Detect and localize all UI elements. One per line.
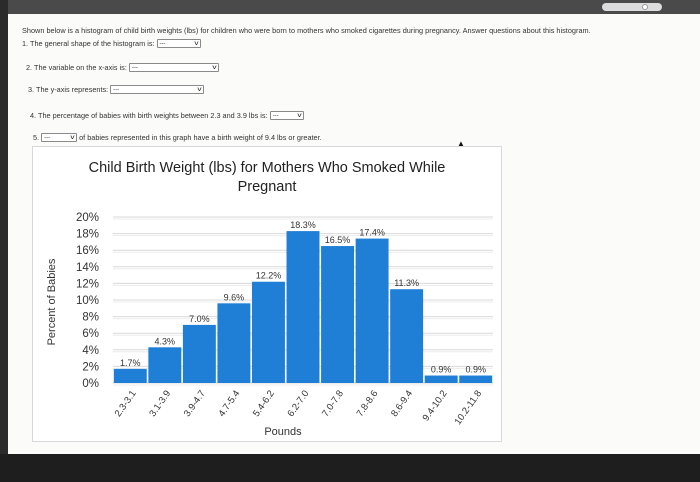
question-2-dropdown[interactable]: --- v: [128, 63, 219, 72]
bar-value-label: 7.0%: [189, 314, 210, 324]
y-tick-label: 16%: [76, 245, 99, 257]
bar-value-label: 9.6%: [224, 292, 245, 302]
chevron-down-icon: v: [197, 86, 202, 93]
bar-value-label: 16.5%: [325, 235, 351, 245]
y-tick-label: 2%: [82, 361, 99, 373]
histogram-bar: [355, 238, 389, 383]
chevron-down-icon: v: [70, 134, 75, 141]
toolbar-slider[interactable]: [602, 3, 662, 11]
bar-value-label: 11.3%: [394, 278, 419, 288]
bottom-bar: [0, 454, 700, 482]
x-tick-label: 8.6-9.4: [389, 388, 415, 419]
histogram-bar: [113, 368, 147, 383]
y-tick-label: 6%: [82, 328, 99, 340]
question-1-label: 1. The general shape of the histogram is…: [22, 39, 155, 48]
chart-plot: 0% 2% 4% 6% 8% 10% 12% 14% 16% 18% 20% Percent of B…: [46, 212, 493, 438]
x-tick-label: 6.2-7.0: [285, 388, 311, 419]
y-axis-label: Percent of Babies: [46, 258, 58, 345]
question-4-selected: ---: [272, 112, 279, 119]
question-1: 1. The general shape of the histogram is…: [22, 39, 201, 48]
question-2-label: 2. The variable on the x-axis is:: [26, 63, 127, 72]
mouse-pointer-icon: ▲: [457, 139, 465, 148]
x-tick-label: 4.7-5.4: [216, 388, 242, 419]
question-4: 4. The percentage of babies with birth w…: [30, 111, 304, 120]
histogram-bar: [182, 324, 216, 383]
bar-value-label: 0.9%: [431, 365, 452, 375]
y-tick-label: 4%: [82, 345, 99, 357]
top-toolbar: [8, 0, 700, 14]
bar-value-label: 4.3%: [155, 336, 176, 346]
x-tick-label: 7.8-8.6: [355, 388, 381, 419]
histogram-bar: [321, 246, 355, 383]
x-tick-label: 10.2-11.8: [453, 388, 485, 427]
question-3-selected: ---: [113, 86, 120, 93]
question-5-suffix: of babies represented in this graph have…: [79, 133, 322, 142]
histogram-bar: [217, 303, 251, 383]
y-tick-label: 14%: [76, 262, 99, 274]
bar-value-label: 17.4%: [359, 228, 385, 238]
question-3-label: 3. The y-axis represents:: [28, 85, 109, 94]
question-1-selected: ---: [159, 40, 166, 47]
y-tick-label: 18%: [76, 229, 99, 241]
chevron-down-icon: v: [212, 64, 217, 71]
question-4-label: 4. The percentage of babies with birth w…: [30, 111, 268, 120]
question-4-dropdown[interactable]: --- v: [269, 111, 304, 120]
histogram-bar: [148, 347, 182, 383]
bar-value-label: 0.9%: [465, 365, 486, 375]
x-tick-label: 7.0-7.8: [320, 388, 346, 419]
chevron-down-icon: v: [193, 40, 199, 47]
histogram-chart: Child Birth Weight (lbs) for Mothers Who…: [32, 146, 502, 442]
x-tick-label: 5.4-6.2: [251, 388, 277, 419]
question-1-dropdown[interactable]: --- v: [156, 39, 201, 48]
y-tick-label: 12%: [76, 278, 99, 290]
question-2: 2. The variable on the x-axis is: --- v: [26, 63, 219, 72]
question-5: 5. --- v of babies represented in this g…: [33, 133, 322, 142]
question-3: 3. The y-axis represents: --- v: [28, 85, 205, 94]
histogram-bar: [459, 375, 493, 383]
bar-value-label: 18.3%: [290, 220, 316, 230]
y-tick-label: 0%: [82, 378, 99, 390]
x-tick-label: 9.4-10.2: [421, 388, 450, 423]
toolbar-slider-handle[interactable]: [642, 4, 648, 10]
y-tick-label: 10%: [76, 295, 99, 307]
question-2-selected: ---: [131, 64, 138, 71]
histogram-bar: [286, 231, 320, 383]
chart-title-line-1: Child Birth Weight (lbs) for Mothers Who…: [88, 160, 446, 176]
x-tick-label: 2.3-3.1: [113, 388, 139, 419]
question-5-selected: ---: [44, 134, 51, 141]
question-5-dropdown[interactable]: --- v: [41, 133, 78, 142]
question-5-label: 5.: [33, 133, 40, 142]
histogram-bar: [251, 281, 285, 383]
histogram-bar: [390, 289, 424, 383]
chart-title: Child Birth Weight (lbs) for Mothers Who…: [33, 159, 501, 197]
x-tick-label: 3.1-3.9: [147, 388, 173, 419]
x-tick-label: 3.9-4.7: [182, 388, 208, 419]
intro-text: Shown below is a histogram of child birt…: [22, 26, 591, 35]
y-tick-label: 20%: [76, 212, 99, 224]
bar-value-label: 1.7%: [120, 358, 141, 368]
question-3-dropdown[interactable]: --- v: [110, 85, 205, 94]
y-tick-label: 8%: [82, 312, 99, 324]
histogram-bar: [424, 375, 458, 383]
x-axis-label: Pounds: [264, 426, 302, 438]
chart-title-line-2: Pregnant: [237, 179, 297, 195]
chevron-down-icon: v: [296, 112, 302, 119]
bar-value-label: 12.2%: [256, 271, 282, 281]
